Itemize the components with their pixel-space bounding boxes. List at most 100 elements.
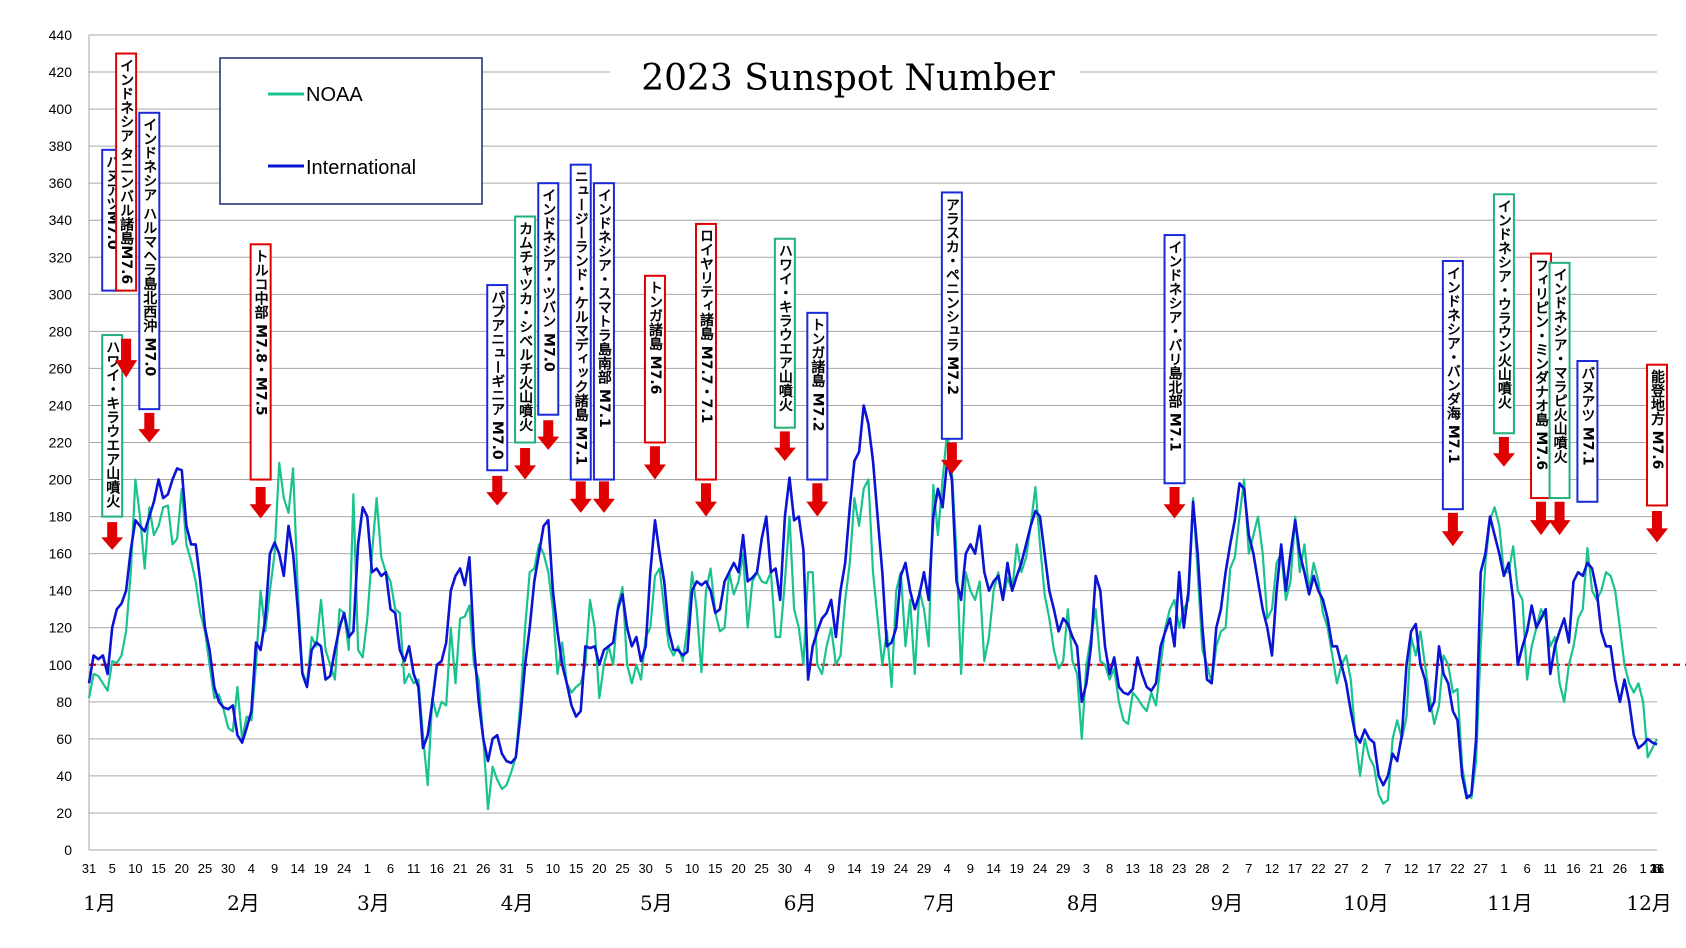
x-tick-label: 6	[1523, 861, 1530, 876]
annotation-label: フィリピン・ミンダナオ島 M7.6	[1533, 259, 1549, 471]
annotation-label: インドネシア・ツバン M7.0	[540, 188, 556, 372]
month-label: 6月	[784, 891, 817, 915]
x-tick-label: 4	[248, 861, 255, 876]
x-tick-label: 31	[499, 861, 513, 876]
annotation-box	[138, 111, 161, 411]
x-tick-label: 27	[1473, 861, 1487, 876]
x-tick-label: 10	[128, 861, 142, 876]
legend: NOAA International	[219, 57, 483, 205]
x-tick-label: 19	[870, 861, 884, 876]
annotation-label: パプアニューギニア M7.0	[489, 290, 505, 460]
y-tick-label: 340	[49, 212, 73, 228]
legend-noaa-label: NOAA	[306, 84, 363, 106]
x-tick-label: 2	[1222, 861, 1229, 876]
x-tick-label: 14	[847, 861, 861, 876]
y-tick-label: 300	[49, 286, 73, 302]
x-tick-label: 19	[1010, 861, 1024, 876]
x-tick-label: 21	[1589, 861, 1603, 876]
annotation-label: インドネシア・マラピ火山噴火	[1552, 268, 1568, 465]
down-arrow-icon	[486, 475, 509, 506]
x-tick-label: 21	[1650, 861, 1664, 876]
x-tick-label: 26	[1613, 861, 1627, 876]
x-tick-label: 22	[1450, 861, 1464, 876]
x-tick-label: 12	[1404, 861, 1418, 876]
x-tick-label: 11	[407, 861, 421, 876]
y-tick-label: 260	[49, 360, 73, 376]
series-line-noaa	[87, 430, 1658, 811]
month-label: 12月	[1626, 891, 1671, 915]
x-tick-label: 25	[754, 861, 768, 876]
month-label: 3月	[357, 891, 390, 915]
down-arrow-icon	[1492, 436, 1515, 467]
y-tick-label: 120	[49, 620, 73, 636]
x-tick-label: 4	[804, 861, 811, 876]
down-arrow-icon	[1163, 486, 1186, 519]
annotation-box	[643, 274, 666, 444]
gridlines	[88, 34, 1657, 851]
annotation-label: インドネシア・ウラウン火山噴火	[1496, 199, 1512, 410]
annotation-label: 能登地方 M7.6	[1649, 369, 1666, 469]
x-tick-label: 20	[592, 861, 606, 876]
annotation-label: インドネシア・スマトラ島南部 M7.1	[596, 188, 612, 428]
down-arrow-icon	[773, 431, 796, 462]
down-arrow-icon	[1646, 511, 1668, 543]
x-tick-label: 6	[1653, 861, 1660, 876]
month-label: 2月	[227, 891, 260, 915]
x-tick-label: 11	[1544, 861, 1558, 876]
x-tick-label: 16	[430, 861, 444, 876]
x-tick-label: 17	[1288, 861, 1302, 876]
month-label: 4月	[501, 891, 534, 915]
x-tick-label: 14	[291, 861, 305, 876]
annotation-box	[694, 222, 717, 481]
x-tick-label: 11	[1650, 861, 1664, 876]
x-tick-label: 5	[109, 861, 116, 876]
x-tick-label: 20	[731, 861, 745, 876]
x-tick-label: 15	[569, 861, 583, 876]
y-tick-label: 360	[49, 175, 73, 191]
annotation-box	[1548, 261, 1571, 500]
x-tick-label: 16	[1566, 861, 1580, 876]
down-arrow-icon	[537, 420, 560, 450]
x-tick-label: 7	[1245, 861, 1252, 876]
x-tick-label: 24	[1033, 861, 1047, 876]
down-arrow-icon	[1530, 501, 1553, 536]
x-tick-label: 8	[1106, 861, 1113, 876]
legend-box	[219, 57, 483, 205]
x-tick-label: 25	[615, 861, 629, 876]
x-tick-label: 21	[453, 861, 467, 876]
x-tick-label: 15	[151, 861, 165, 876]
x-tick-label: 30	[638, 861, 652, 876]
month-label: 9月	[1211, 891, 1244, 915]
annotation-label: バヌアツ M7.1	[1579, 366, 1595, 466]
x-tick-label: 17	[1427, 861, 1441, 876]
y-tick-label: 140	[49, 583, 73, 599]
annotation-label: インドネシア ハルマヘラ島北西沖 M7.0	[141, 118, 157, 377]
annotation-label: ハワイ・キラウエア山噴火	[104, 340, 120, 509]
annotation-box	[1441, 259, 1464, 511]
x-tick-label: 1	[1500, 861, 1507, 876]
down-arrow-icon	[101, 522, 124, 550]
x-tick-label: 9	[271, 861, 278, 876]
down-arrow-icon	[138, 412, 161, 443]
x-tick-label: 26	[1650, 861, 1664, 876]
annotation-box	[569, 163, 592, 481]
month-label: 5月	[640, 891, 673, 915]
y-tick-label: 380	[49, 138, 73, 154]
month-label: 1月	[83, 891, 116, 915]
y-axis-ticks: 0 20 40 60 80 100 120 140 160 180 200 220 240 260 280 3…	[49, 27, 73, 858]
x-tick-label: 10	[546, 861, 560, 876]
down-arrow-icon	[569, 481, 592, 513]
annotation-box	[101, 334, 124, 518]
x-tick-label: 28	[1195, 861, 1209, 876]
annotation-box	[806, 311, 829, 481]
x-tick-label: 15	[708, 861, 722, 876]
y-tick-label: 320	[49, 249, 73, 265]
y-tick-label: 20	[56, 805, 72, 821]
x-tick-label: 18	[1149, 861, 1163, 876]
x-tick-label: 2	[1361, 861, 1368, 876]
annotation-label: カムチャツカ・シベルチ火山噴火	[517, 222, 533, 433]
x-tick-label: 6	[387, 861, 394, 876]
annotation-label: トンガ諸島 M7.6	[647, 281, 663, 395]
annotation-box	[1163, 234, 1186, 485]
